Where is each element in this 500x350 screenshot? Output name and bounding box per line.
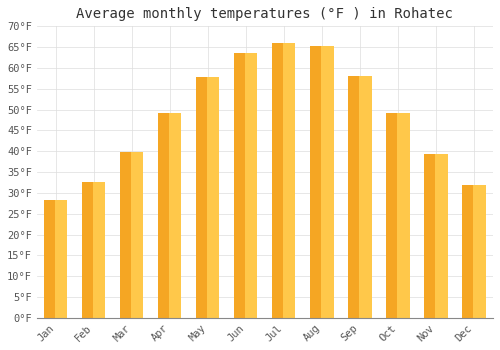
Bar (130, 152, 143, 318)
Bar (158, 113, 174, 318)
Bar (54, 199, 68, 318)
Bar (196, 77, 212, 318)
Bar (386, 112, 402, 318)
Bar (92, 182, 106, 318)
Bar (82, 182, 98, 318)
Bar (396, 112, 409, 318)
Bar (358, 76, 372, 318)
Bar (168, 113, 181, 318)
Bar (434, 154, 448, 318)
Bar (120, 152, 136, 318)
Bar (244, 53, 258, 318)
Bar (310, 46, 326, 318)
Bar (473, 184, 486, 318)
Bar (462, 184, 477, 318)
Bar (44, 199, 60, 318)
Bar (272, 43, 287, 318)
Title: Average monthly temperatures (°F ) in Rohatec: Average monthly temperatures (°F ) in Ro… (76, 7, 454, 21)
Bar (234, 53, 250, 318)
Bar (206, 77, 220, 318)
Bar (320, 46, 334, 318)
Bar (282, 43, 296, 318)
Bar (424, 154, 440, 318)
Bar (348, 76, 364, 318)
